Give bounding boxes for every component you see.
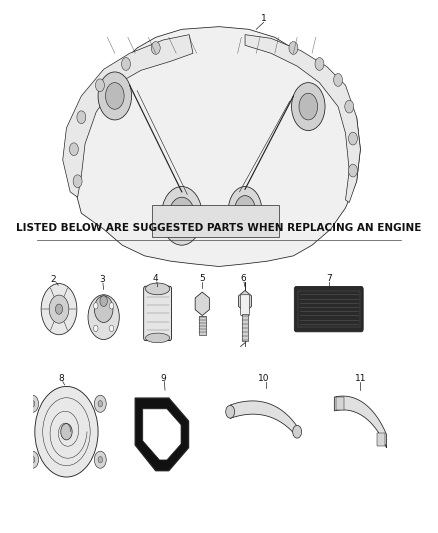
Circle shape [27,395,39,413]
Circle shape [95,79,104,92]
Bar [298,291,360,327]
Circle shape [100,296,107,306]
Circle shape [30,401,35,407]
Circle shape [94,451,106,469]
Text: 7: 7 [326,274,332,283]
Circle shape [49,295,69,323]
Text: 11: 11 [355,374,366,383]
Text: 10: 10 [258,374,269,383]
Circle shape [161,187,202,245]
Text: 1: 1 [261,14,267,23]
Text: LISTED BELOW ARE SUGGESTED PARTS WHEN REPLACING AN ENGINE: LISTED BELOW ARE SUGGESTED PARTS WHEN RE… [16,223,422,232]
Polygon shape [70,27,360,266]
Circle shape [94,296,113,322]
Circle shape [88,295,119,340]
Circle shape [27,451,39,469]
Text: 4: 4 [153,274,159,283]
Polygon shape [334,396,386,448]
Bar [152,205,279,237]
Circle shape [98,456,102,463]
Circle shape [121,58,131,70]
FancyBboxPatch shape [240,295,250,316]
Text: 9: 9 [160,374,166,383]
Circle shape [70,143,78,156]
Bar [336,397,344,410]
Circle shape [169,197,195,235]
Circle shape [349,132,357,145]
Circle shape [292,83,325,131]
Circle shape [235,196,255,225]
Bar [377,433,385,446]
FancyBboxPatch shape [144,286,172,341]
Circle shape [345,100,354,113]
Ellipse shape [145,333,170,343]
Circle shape [94,325,98,332]
Circle shape [289,42,298,54]
Text: 8: 8 [58,374,64,383]
Circle shape [61,424,72,440]
Circle shape [77,111,86,124]
Polygon shape [239,290,251,312]
Ellipse shape [145,283,170,295]
Polygon shape [245,35,360,203]
Circle shape [98,401,102,407]
Circle shape [30,456,35,463]
Circle shape [35,386,98,477]
Circle shape [334,74,343,86]
Polygon shape [195,292,209,316]
Text: 5: 5 [199,274,205,283]
Circle shape [110,303,114,309]
Circle shape [228,187,262,235]
Circle shape [151,42,160,54]
Circle shape [94,303,98,309]
Polygon shape [135,398,188,471]
Circle shape [94,395,106,413]
Circle shape [41,284,77,335]
Circle shape [299,93,318,120]
Polygon shape [230,401,297,437]
Polygon shape [63,35,193,197]
Text: 3: 3 [99,276,105,284]
Bar [199,316,205,335]
Circle shape [98,72,131,120]
Circle shape [349,164,357,177]
Circle shape [106,83,124,109]
FancyBboxPatch shape [294,287,363,332]
Bar [242,314,248,341]
Circle shape [73,175,82,188]
Circle shape [226,405,235,418]
Circle shape [56,304,63,314]
Circle shape [293,425,302,438]
Polygon shape [143,409,181,460]
Circle shape [315,58,324,70]
Text: 2: 2 [51,276,56,284]
Text: 6: 6 [240,274,246,283]
Circle shape [110,325,114,332]
